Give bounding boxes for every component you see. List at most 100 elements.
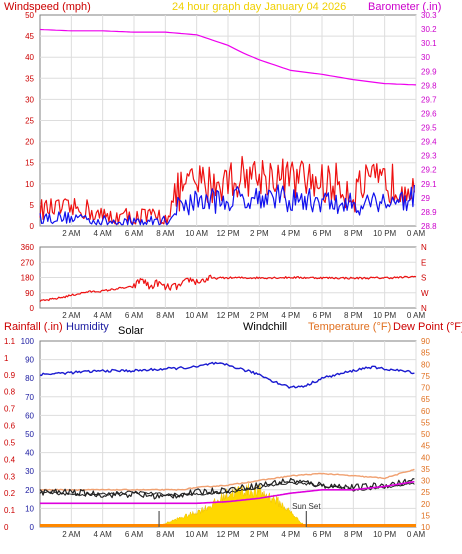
wind-right-tick-label: 28.8: [421, 222, 437, 231]
humidity-right-tick-label: 90: [421, 337, 430, 346]
rainfall-tick-label: 0.7: [4, 405, 16, 414]
direction-x-tick-label: 2 AM: [62, 311, 81, 320]
humidity-x-tick-label: 8 AM: [156, 530, 175, 539]
temperature-series: [39, 468, 415, 491]
rainfall-tick-label: 0.2: [4, 489, 16, 498]
humidity-left-tick-label: 100: [21, 337, 35, 346]
direction-left-tick-label: 180: [21, 274, 35, 283]
rainfall-tick-label: 1.1: [4, 337, 16, 346]
sunset-label: Sun Set: [292, 502, 321, 511]
rainfall-tick-label: 0.6: [4, 422, 16, 431]
direction-x-tick-label: 10 AM: [185, 311, 208, 320]
humidity-left-tick-label: 50: [25, 430, 34, 439]
wind-left-tick-label: 10: [25, 180, 34, 189]
wind-x-tick-label: 0 AM: [407, 229, 426, 238]
wind-right-tick-label: 29.9: [421, 67, 437, 76]
humidity-series: [39, 361, 415, 389]
humidity-axis-title: Humidity: [66, 321, 109, 333]
wind-left-tick-label: 50: [25, 11, 34, 20]
wind-x-tick-label: 2 AM: [62, 229, 81, 238]
wind-right-tick-label: 29: [421, 194, 430, 203]
wind-x-tick-label: 8 AM: [156, 229, 175, 238]
wind-right-tick-label: 30.2: [421, 25, 437, 34]
humidity-left-tick-label: 70: [25, 393, 34, 402]
direction-x-tick-label: 2 PM: [250, 311, 269, 320]
humidity-x-tick-label: 4 PM: [281, 530, 300, 539]
wind-left-tick-label: 25: [25, 117, 34, 126]
wind-right-tick-label: 29.4: [421, 138, 437, 147]
wind-right-tick-label: 29.8: [421, 81, 437, 90]
wind-x-tick-label: 10 PM: [373, 229, 396, 238]
wind-right-tick-label: 29.2: [421, 166, 437, 175]
temperature-axis-title: Temperature (°F): [308, 321, 391, 333]
wind-right-tick-label: 29.3: [421, 152, 437, 161]
humidity-x-tick-label: 10 AM: [185, 530, 208, 539]
direction-left-tick-label: 90: [25, 289, 34, 298]
direction-left-tick-label: 270: [21, 258, 35, 267]
wind-left-tick-label: 30: [25, 95, 34, 104]
humidity-left-tick-label: 30: [25, 467, 34, 476]
humidity-left-tick-label: 10: [25, 504, 34, 513]
wind-right-tick-label: 30.3: [421, 11, 437, 20]
wind-left-tick-label: 35: [25, 74, 34, 83]
rainfall-axis-title: Rainfall (.in): [4, 321, 63, 333]
humidity-right-tick-label: 10: [421, 523, 430, 532]
rainfall-tick-label: 0.8: [4, 388, 16, 397]
wind-right-tick-label: 30.1: [421, 39, 437, 48]
humidity-right-tick-label: 30: [421, 477, 430, 486]
direction-right-tick-label: S: [421, 274, 426, 283]
direction-x-tick-label: 12 PM: [216, 311, 239, 320]
windspeed-axis-title: Windspeed (mph): [4, 1, 91, 13]
humidity-right-tick-label: 25: [421, 488, 430, 497]
gust-series: [39, 184, 415, 226]
humidity-right-tick-label: 55: [421, 418, 430, 427]
wind-right-tick-label: 28.9: [421, 208, 437, 217]
humidity-right-tick-label: 85: [421, 349, 430, 358]
humidity-right-tick-label: 40: [421, 453, 430, 462]
wind-x-tick-label: 8 PM: [344, 229, 363, 238]
rainfall-tick-label: 0.3: [4, 472, 16, 481]
humidity-right-tick-label: 45: [421, 442, 430, 451]
barometer-series: [39, 28, 417, 86]
windchill-series: [39, 477, 415, 500]
humidity-left-tick-label: 60: [25, 411, 34, 420]
humidity-x-tick-label: 6 AM: [125, 530, 144, 539]
direction-right-tick-label: E: [421, 258, 426, 267]
humidity-right-tick-label: 80: [421, 360, 430, 369]
wind-right-tick-label: 29.5: [421, 124, 437, 133]
humidity-x-tick-label: 2 PM: [250, 530, 269, 539]
humidity-right-tick-label: 50: [421, 430, 430, 439]
wind-left-tick-label: 40: [25, 53, 34, 62]
humidity-right-tick-label: 20: [421, 500, 430, 509]
wind-x-tick-label: 4 AM: [94, 229, 113, 238]
direction-right-tick-label: N: [421, 304, 427, 313]
dewpoint-axis-title: Dew Point (°F): [393, 321, 462, 333]
rainfall-tick-label: 0.4: [4, 455, 16, 464]
wind-left-tick-label: 0: [30, 222, 35, 231]
direction-x-tick-label: 4 AM: [94, 311, 113, 320]
direction-x-tick-label: 8 AM: [156, 311, 175, 320]
humidity-x-tick-label: 2 AM: [62, 530, 81, 539]
windspeed-series: [39, 155, 415, 225]
rainfall-tick-label: 0.1: [4, 506, 16, 515]
rainfall-tick-label: 0: [4, 523, 9, 532]
wind-right-tick-label: 30: [421, 53, 430, 62]
direction-x-tick-label: 10 PM: [373, 311, 396, 320]
rainfall-tick-label: 0.5: [4, 438, 16, 447]
humidity-x-tick-label: 10 PM: [373, 530, 396, 539]
direction-left-tick-label: 0: [30, 304, 35, 313]
wind-x-tick-label: 12 PM: [216, 229, 239, 238]
wind-left-tick-label: 20: [25, 138, 34, 147]
direction-x-tick-label: 0 AM: [407, 311, 426, 320]
humidity-right-tick-label: 60: [421, 407, 430, 416]
solar-label: Solar: [118, 325, 144, 337]
humidity-x-tick-label: 0 AM: [407, 530, 426, 539]
direction-x-tick-label: 4 PM: [281, 311, 300, 320]
wind-right-tick-label: 29.6: [421, 109, 437, 118]
wind-x-tick-label: 2 PM: [250, 229, 269, 238]
humidity-x-tick-label: 6 PM: [313, 530, 332, 539]
rainfall-tick-label: 1: [4, 354, 9, 363]
humidity-left-tick-label: 20: [25, 486, 34, 495]
humidity-right-tick-label: 75: [421, 372, 430, 381]
wind-x-tick-label: 10 AM: [185, 229, 208, 238]
